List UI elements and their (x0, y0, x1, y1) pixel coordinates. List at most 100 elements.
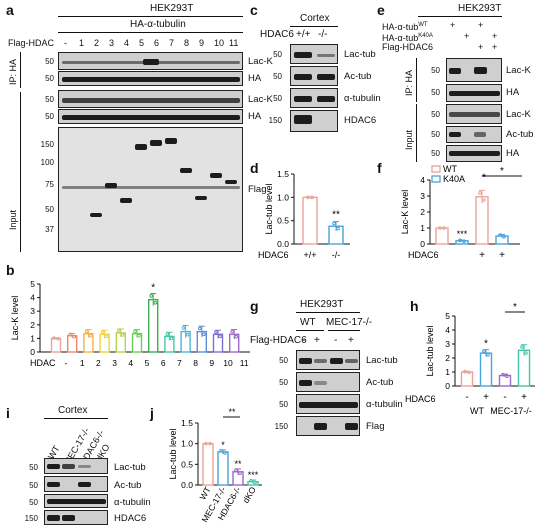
e-blot-input-ha (446, 145, 502, 162)
chart-d-pt-b-1 (336, 226, 340, 231)
f-legend-label-1: K40A (443, 174, 465, 184)
g-mark-4: + (348, 335, 354, 346)
panel-letter-a: a (6, 2, 14, 18)
chart-f-pt-b-3 (502, 235, 506, 239)
e-blot-label-1: Lac-K (506, 65, 531, 76)
i-blot-label-4: HDAC6 (114, 513, 147, 524)
chart-h-ytick-label-1: 1 (445, 367, 450, 377)
a-ip-label: IP: HA (8, 58, 18, 85)
chart-b-ytick-label-2: 2 (30, 320, 35, 330)
i-blot-hdac6 (44, 510, 108, 525)
chart-j-bar-0 (202, 442, 214, 486)
i-tissue: Cortex (58, 405, 88, 416)
c-mw-3: 50 (273, 94, 282, 103)
i-blot-lactub (44, 458, 108, 474)
f-star-0: *** (457, 229, 468, 239)
i-mw-1: 50 (29, 463, 38, 472)
i-blot-label-3: α-tubulin (114, 497, 151, 508)
chart-b-pt-a-4 (117, 328, 121, 333)
chart-b-cat-0: - (65, 358, 68, 368)
j-star-3: ** (228, 407, 236, 417)
chart-h-pt-b-0 (467, 370, 471, 375)
c-blot-actub (290, 66, 338, 86)
chart-j: Lac-tub level 0.00.51.01.5WTMEC-17-/-HDA… (168, 407, 262, 524)
a-lane-label-2: 2 (94, 38, 100, 48)
chart-f-ytick-label-2: 2 (420, 207, 425, 217)
a-blot-input-ha (58, 109, 243, 124)
h-xrow-label: HDAC6 (405, 394, 436, 404)
h-mark-1: + (483, 392, 489, 403)
chart-b-ytick-label-3: 3 (30, 306, 35, 316)
f-legend-swatch-1 (431, 175, 441, 183)
e-row-1-mark-3: + (492, 31, 498, 41)
a-row-label: Flag-HDAC (8, 38, 55, 48)
g-mark-3: - (334, 335, 338, 346)
a-lane-label-7: 7 (169, 38, 175, 48)
panel-letter-h: h (410, 298, 419, 314)
a-blot-label-2: HA (248, 73, 262, 84)
e-row-label-2: Flag-HDAC6 (382, 42, 434, 52)
chart-b-ytick-label-5: 5 (30, 279, 35, 289)
i-blot-tubulin (44, 494, 108, 508)
chart-h-ytick-label-2: 2 (445, 353, 450, 363)
chart-j-pt-a-2 (234, 468, 238, 472)
chart-f-pt-b-0 (442, 226, 446, 230)
chart-j-ytick-label-1: 0.5 (181, 459, 193, 469)
e-row-label-0: HA-α-tubWT (382, 22, 428, 32)
a-lane-label-8: 8 (184, 38, 190, 48)
chart-j-pt-b-3 (253, 480, 257, 485)
g-group-2: MEC-17-/- (326, 317, 373, 328)
chart-b-pt-a-10 (214, 330, 218, 334)
d-star: ** (332, 210, 340, 221)
panel-letter-f: f (377, 160, 382, 176)
c-genotype-1: +/+ (296, 29, 311, 40)
chart-b-pt-b-1 (72, 334, 76, 339)
chart-f-ytick-label-3: 3 (420, 191, 425, 201)
chart-b-pt-b-8 (185, 332, 190, 337)
chart-h-ytick-label-5: 5 (445, 311, 450, 321)
j-star-1: ** (234, 459, 242, 469)
a-header-line-2 (58, 32, 243, 33)
c-blot-label-2: Ac-tub (344, 71, 372, 82)
g-mark-1: - (302, 335, 306, 346)
panel-letter-e: e (377, 2, 385, 18)
f-ylabel: Lac-K level (400, 190, 410, 235)
chart-f-bar-2 (475, 196, 489, 245)
chart-f-pt-b-2 (482, 198, 486, 202)
a-mw-5: 150 (40, 140, 54, 149)
d-xrow-label: HDAC6 (258, 250, 289, 260)
chart-j-pt-b-0 (208, 441, 212, 446)
a-blot-ip-ha (58, 71, 243, 86)
chart-h-pt-a-2 (501, 372, 505, 377)
c-mw-1: 50 (273, 50, 282, 59)
e-row-sup-0: WT (418, 22, 428, 28)
chart-h-bar-1 (479, 352, 493, 387)
a-mw-9: 37 (45, 225, 54, 234)
panel-letter-b: b (6, 262, 15, 278)
e-blot-label-4: Ac-tub (506, 129, 534, 140)
a-lane-label-0: - (64, 38, 67, 48)
chart-f-pt-a-3 (498, 233, 502, 237)
g-group-1: WT (300, 317, 316, 328)
e-row-2-mark-3: + (492, 42, 498, 52)
a-cell-line: HEK293T (150, 3, 194, 14)
chart-d-ytick-label-1: 0.5 (277, 216, 289, 226)
chart-b-ytick-label-1: 1 (30, 333, 35, 343)
chart-h-pt-a-1 (482, 349, 486, 353)
a-lane-label-9: 9 (199, 38, 205, 48)
h-group-1: WT (470, 406, 484, 416)
b-ylabel: Lac-K level (10, 296, 20, 341)
chart-j-pt-a-1 (219, 448, 223, 453)
a-lane-label-10: 10 (214, 38, 225, 48)
chart-b-pt-a-3 (100, 330, 105, 334)
e-blot-label-3: Lac-K (506, 109, 531, 120)
chart-h-ytick-label-4: 4 (445, 325, 450, 335)
j-cat-3: dKO (241, 485, 258, 505)
g-mw-3: 50 (279, 400, 288, 409)
e-row-0-mark-0: + (450, 20, 456, 30)
g-blot-label-3: α-tubulin (366, 399, 403, 410)
chart-h-ytick-label-3: 3 (445, 339, 450, 349)
g-group-line-2 (328, 330, 360, 331)
c-genotype-label: HDAC6 (260, 29, 294, 40)
